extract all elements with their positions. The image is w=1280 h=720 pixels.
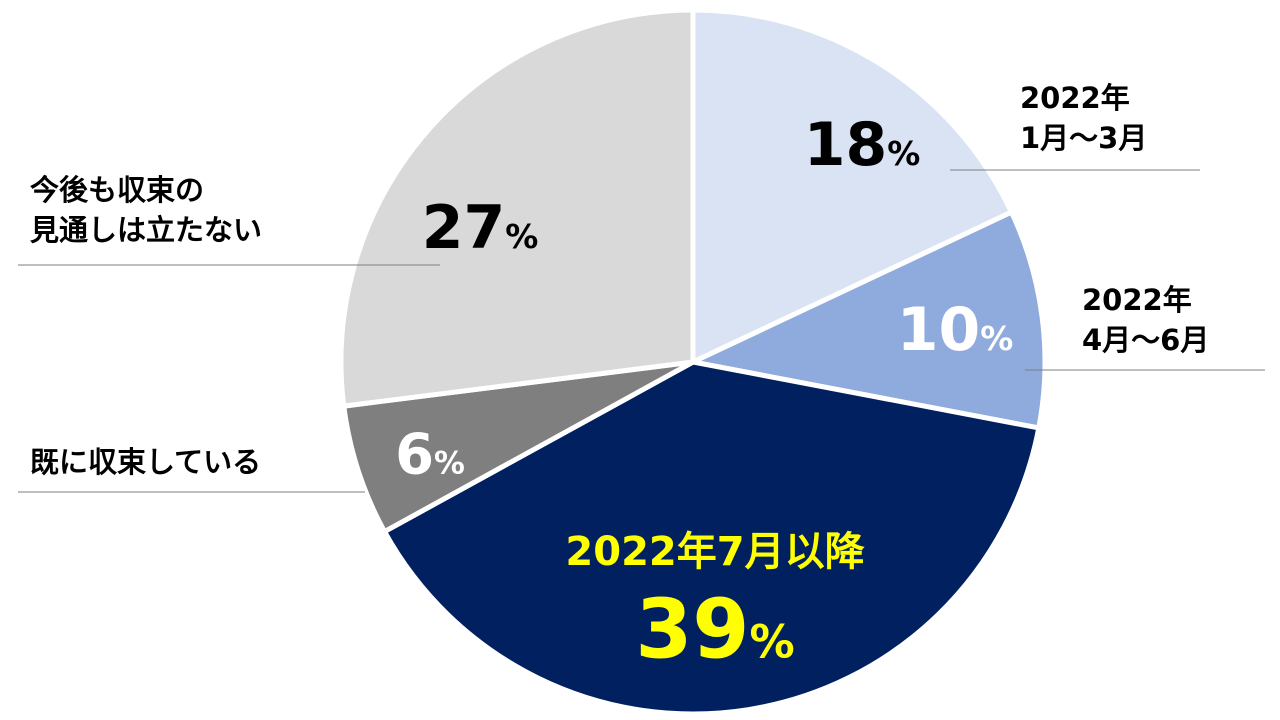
pie-slice [690,209,1048,431]
category-label: 2022年 1月～3月 [1020,81,1148,155]
value-label: 10% [896,295,1014,365]
value-label: 18% [803,110,921,180]
value-label: 39% [635,582,795,678]
pie-slice [382,359,1042,717]
pie-slice [341,359,696,535]
pie-slice [338,7,696,409]
category-label: 2022年 4月～6月 [1082,283,1210,357]
slice-label: 2022年7月以降 [565,529,865,575]
value-label: 6% [395,422,465,488]
value-label: 27% [421,193,539,263]
pie-slice [690,7,1014,365]
category-label: 既に収束している [30,445,262,479]
category-label: 今後も収束の 見通しは立たない [30,173,263,247]
